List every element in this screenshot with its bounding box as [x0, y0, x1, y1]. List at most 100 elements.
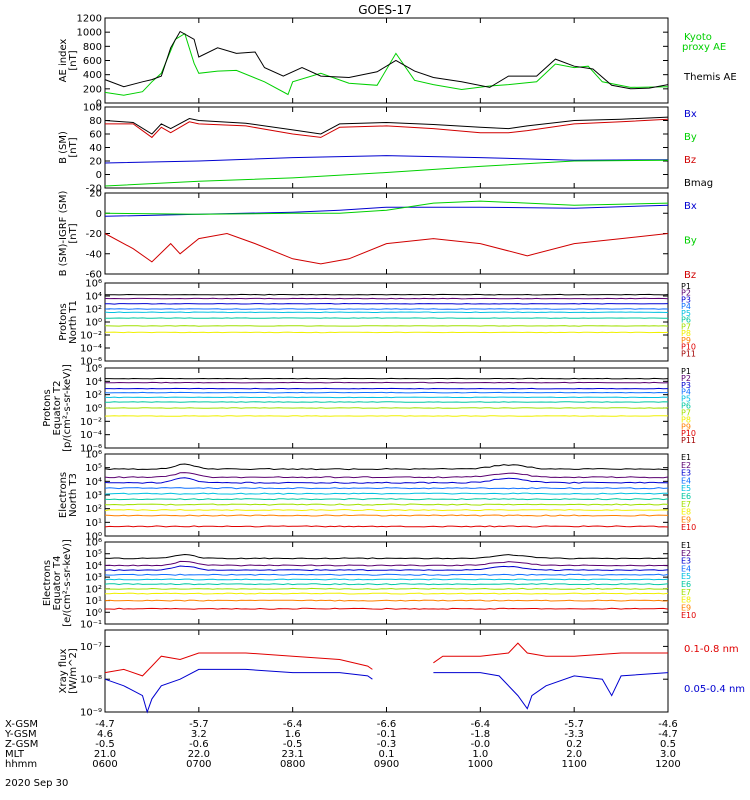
- y-tick-label: 20: [89, 189, 102, 200]
- legend-label: E1: [681, 541, 691, 550]
- bottom-axis-labels: X-GSM -4.7 -5.7 -6.4 -6.6 -6.4 -5.7 -4.6 Y-GSM 4.…: [4, 719, 681, 770]
- legend-label: E9: [681, 515, 691, 524]
- y-tick-label: 800: [83, 42, 102, 53]
- y-tick-label: 40: [89, 143, 102, 154]
- legend-label: P1: [681, 282, 691, 291]
- legend-label: P2: [681, 374, 691, 383]
- legend-label: Themis AE: [683, 72, 737, 83]
- y-axis-label: Protons: [58, 303, 69, 340]
- legend-label: P3: [681, 381, 691, 390]
- y-tick-label: -20: [86, 184, 102, 195]
- legend-label: E1: [681, 453, 691, 462]
- panel-3: -60 -40 -20 0 20 B (SM)-IGRF (SM) [nT] Bx By Bz: [58, 189, 697, 282]
- series-line-p4: [104, 308, 669, 310]
- series-line-by: [104, 159, 669, 187]
- x-axis-value: 0700: [186, 759, 211, 770]
- panel-8: 10⁻⁹ 10⁻⁸ 10⁻⁷ Xray flux [W/m^2] 0.1-0.8 nm 0.…: [58, 629, 745, 719]
- x-axis-value: -6.6: [377, 719, 397, 730]
- legend-label: E10: [681, 523, 696, 532]
- series-line-p3: [104, 302, 669, 305]
- legend-label: P3: [681, 295, 691, 304]
- legend-label: P1: [681, 367, 691, 376]
- legend-label: Bx: [684, 109, 697, 120]
- y-tick-label: 10⁰: [85, 404, 102, 415]
- x-axis-value: -0.6: [189, 739, 209, 750]
- y-axis-label: Electrons: [42, 560, 53, 606]
- y-axis-label: Xray flux: [58, 649, 69, 694]
- x-axis-value: -4.7: [658, 729, 678, 740]
- x-axis-value: 0600: [92, 759, 117, 770]
- x-axis-value: 1200: [655, 759, 680, 770]
- legend-label: E4: [681, 476, 691, 485]
- legend-label: E4: [681, 564, 691, 573]
- series-line-e8: [105, 592, 669, 595]
- series-line-0-1-0-8-nm: [104, 642, 668, 677]
- x-axis-value: 0.1: [379, 749, 395, 760]
- x-axis-value: -0.5: [95, 739, 115, 750]
- legend-label: 0.1-0.8 nm: [684, 644, 739, 655]
- y-tick-label: 10⁻⁴: [80, 430, 102, 441]
- series-line-e7: [104, 587, 669, 590]
- x-axis-value: -3.3: [564, 729, 584, 740]
- y-tick-label: 10⁻²: [80, 417, 102, 428]
- x-axis-value: 0900: [374, 759, 399, 770]
- legend-label: P7: [681, 322, 691, 331]
- y-tick-label: 10²: [85, 504, 102, 515]
- panel-2: -20 0 20 40 60 80 100 B (SM) [nT] Bx By Bz Bmag: [58, 103, 713, 195]
- y-tick-label: 600: [83, 56, 102, 67]
- y-tick-label: 10³: [85, 573, 102, 584]
- legend-label: E6: [681, 580, 691, 589]
- series-line-bx: [104, 155, 669, 164]
- y-tick-label: 10⁴: [85, 561, 102, 572]
- panel-frame: [104, 17, 669, 104]
- y-tick-label: 10⁻⁹: [80, 708, 102, 719]
- series-line-e9: [104, 514, 669, 517]
- series-line-e2: [104, 472, 669, 479]
- legend-label: By: [684, 132, 697, 143]
- y-axis-label: Electrons: [58, 472, 69, 518]
- y-axis-label: Equator T2: [52, 381, 63, 436]
- panel-5: 10⁻⁶ 10⁻⁴ 10⁻² 10⁰ 10² 10⁴ 10⁶ Protons Equator T…: [42, 364, 696, 455]
- x-axis-value: -4.6: [658, 719, 678, 730]
- legend-label: P11: [681, 349, 696, 358]
- x-axis-value: -0.3: [377, 739, 397, 750]
- x-axis-value: -1.8: [471, 729, 491, 740]
- legend-label: P6: [681, 316, 691, 325]
- y-tick-label: -40: [86, 249, 102, 260]
- x-axis-value: 22.0: [188, 749, 210, 760]
- legend-label: E7: [681, 588, 691, 597]
- y-tick-label: 100: [83, 103, 102, 114]
- panel-1: 0 200 400 600 800 1000 1200 AE index [nT] Kyotopr…: [58, 14, 737, 110]
- y-axis-label: [nT]: [68, 50, 79, 70]
- legend-label: P7: [681, 408, 691, 417]
- series-line-bmag: [104, 116, 669, 135]
- y-tick-label: 10⁶: [85, 279, 102, 290]
- series-line-e8: [104, 508, 669, 512]
- series-line-e6: [104, 498, 669, 501]
- legend-label: E10: [681, 611, 696, 620]
- legend-label: E8: [681, 596, 691, 605]
- series-line-bz: [105, 118, 669, 139]
- x-axis-value: 4.6: [97, 729, 113, 740]
- y-tick-label: 10⁻⁷: [80, 642, 102, 653]
- x-axis-row-label: Y-GSM: [4, 729, 37, 740]
- panel-frame: [104, 629, 669, 713]
- series-line-e9: [104, 599, 669, 602]
- series-line-e10: [105, 607, 669, 610]
- x-axis-value: 1.0: [472, 749, 488, 760]
- legend-label: P5: [681, 309, 691, 318]
- series-line-p6: [104, 317, 668, 319]
- x-axis-value: -0.0: [471, 739, 491, 750]
- series-line-e1: [104, 553, 669, 560]
- legend-label: Kyoto: [684, 32, 712, 43]
- legend-label: E3: [681, 469, 691, 478]
- series-line-p2: [104, 297, 669, 300]
- y-tick-label: 0: [96, 170, 102, 181]
- y-axis-label: B (SM)-IGRF (SM): [58, 191, 69, 277]
- series-line-e6: [104, 583, 669, 586]
- panel-4: 10⁻⁶ 10⁻⁴ 10⁻² 10⁰ 10² 10⁴ 10⁶ Protons North T1 P…: [58, 279, 696, 368]
- x-axis-value: -6.4: [283, 719, 303, 730]
- y-tick-label: 0: [96, 99, 102, 110]
- legend-label: P9: [681, 336, 691, 345]
